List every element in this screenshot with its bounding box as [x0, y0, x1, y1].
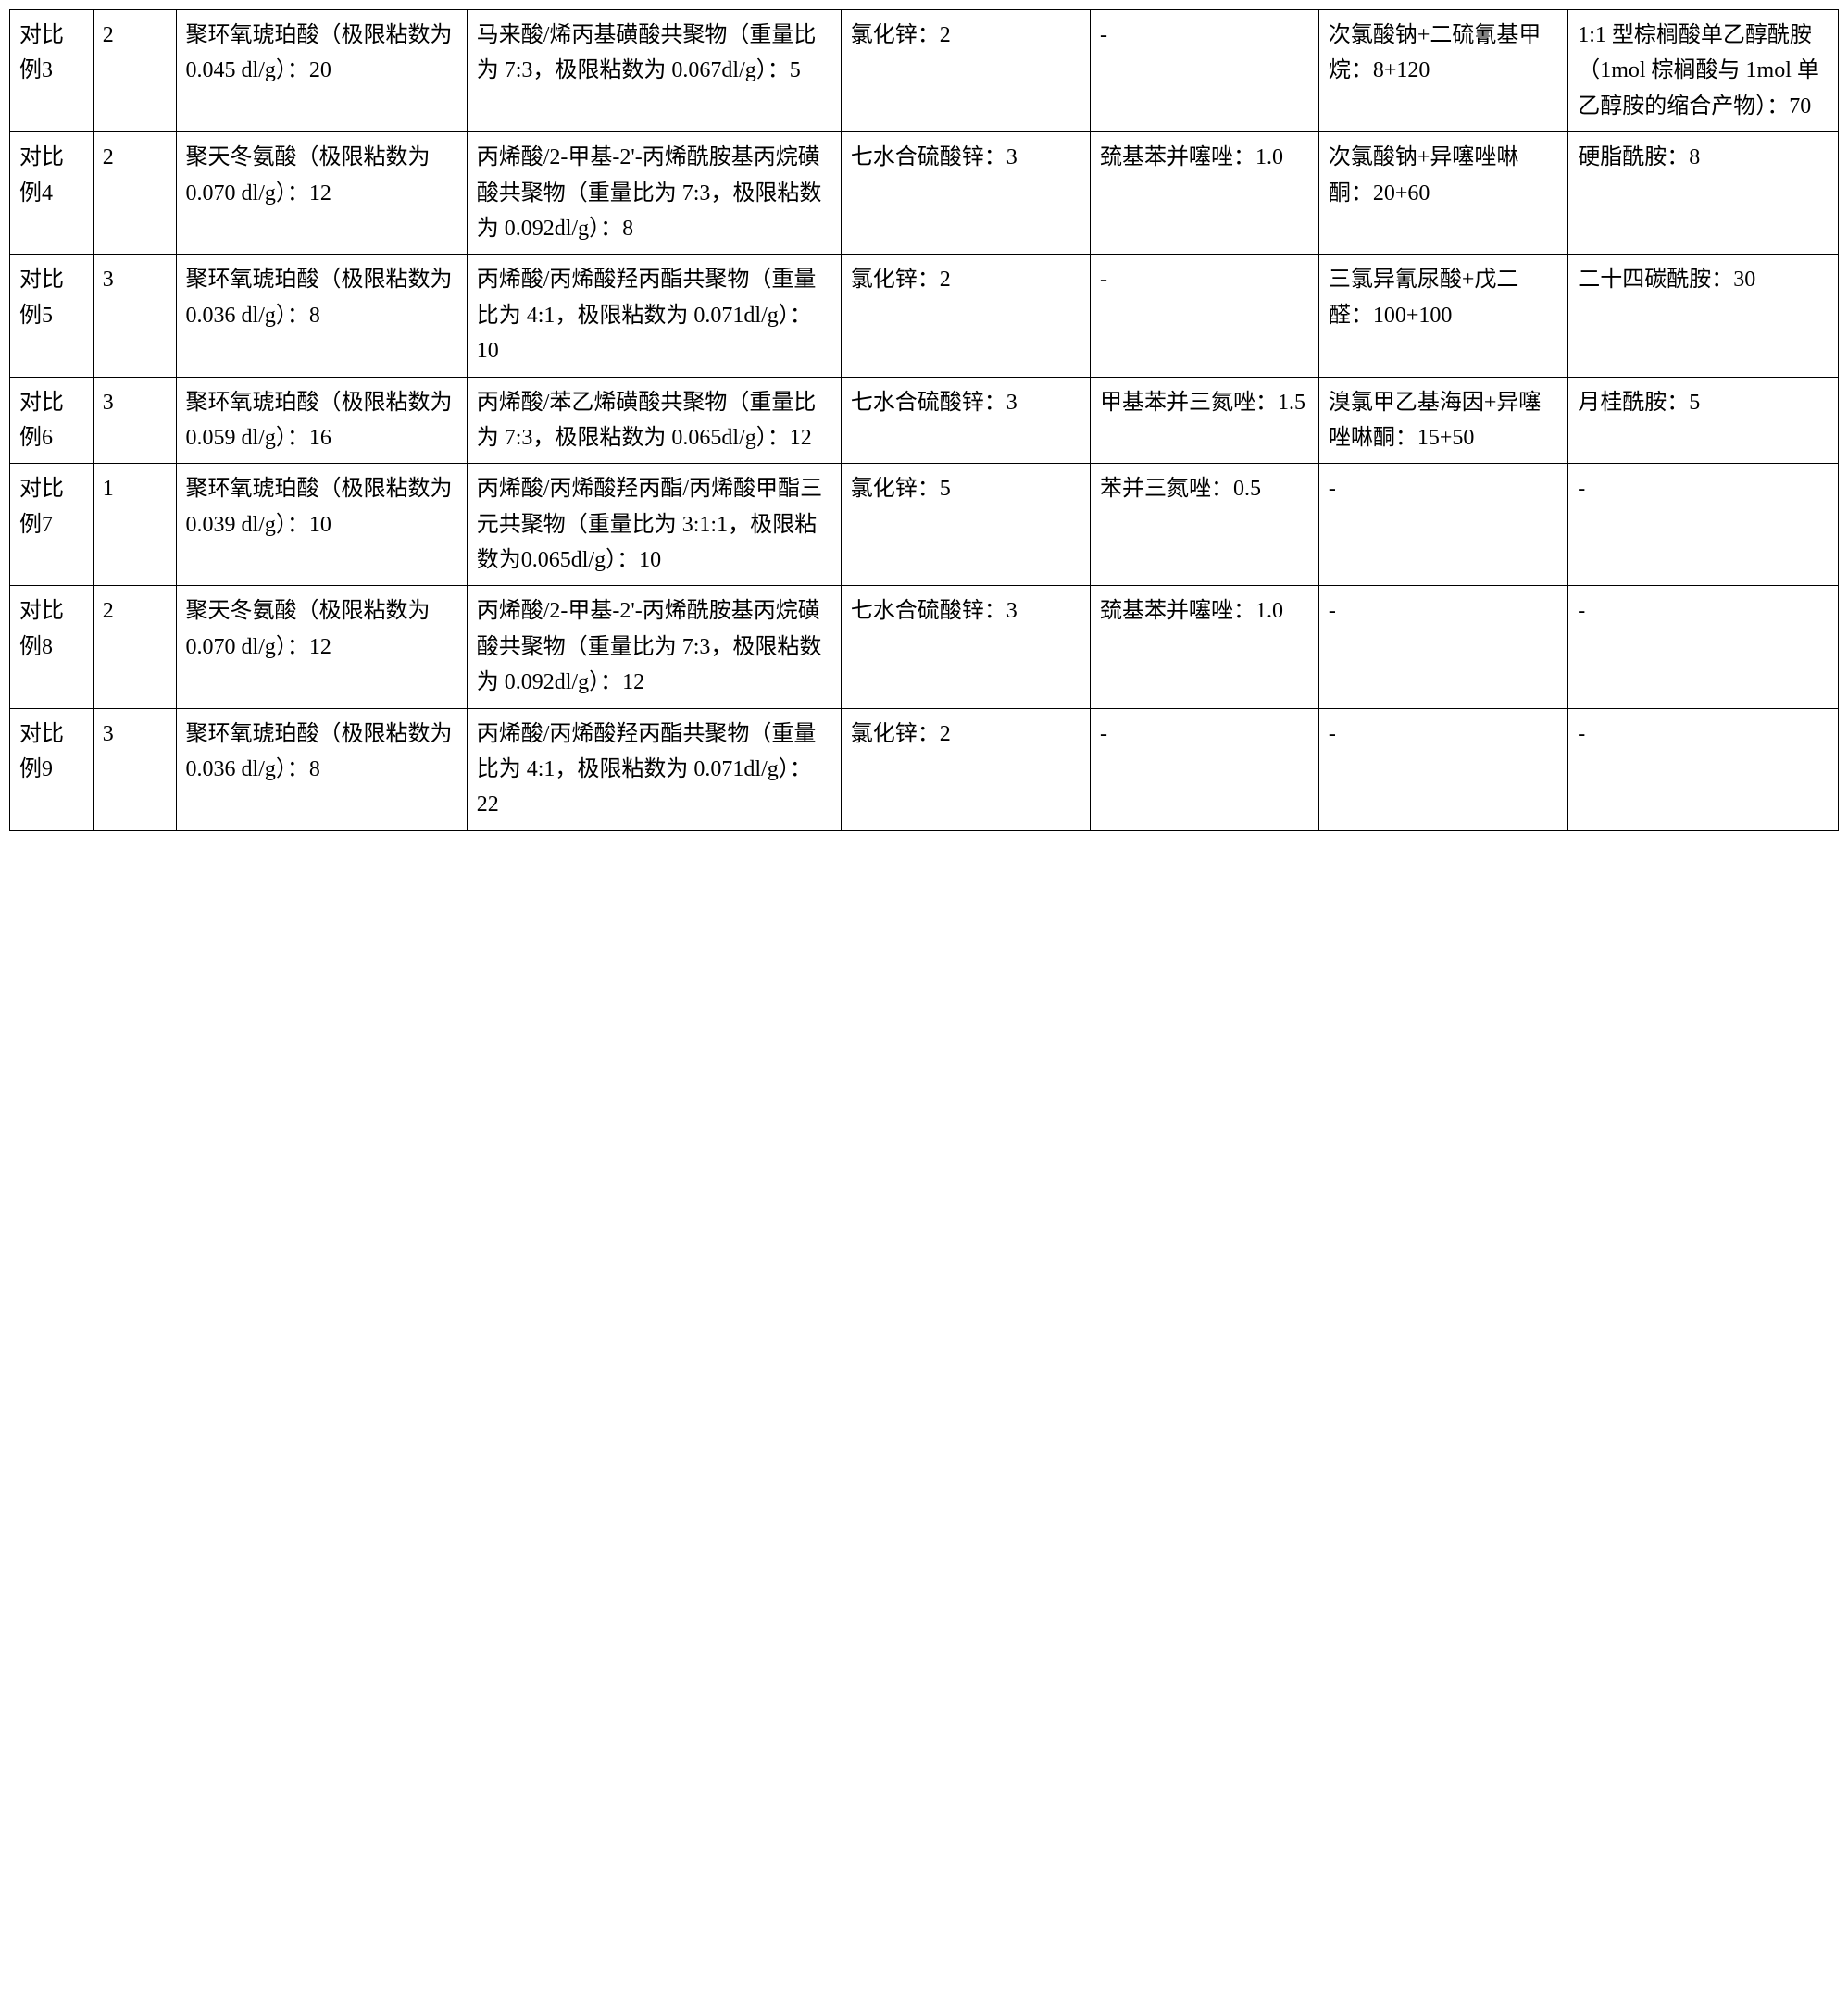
cell: 巯基苯并噻唑：1.0 — [1091, 132, 1319, 255]
table-row: 对比例3 2 聚环氧琥珀酸（极限粘数为0.045 dl/g）：20 马来酸/烯丙… — [10, 10, 1839, 132]
cell: 三氯异氰尿酸+戊二醛：100+100 — [1318, 255, 1567, 377]
cell: 丙烯酸/2-甲基-2'-丙烯酰胺基丙烷磺酸共聚物（重量比为 7:3，极限粘数为 … — [467, 586, 841, 708]
cell: 七水合硫酸锌：3 — [841, 132, 1090, 255]
cell: 二十四碳酰胺：30 — [1568, 255, 1839, 377]
cell: 聚环氧琥珀酸（极限粘数为0.045 dl/g）：20 — [176, 10, 467, 132]
cell: - — [1568, 586, 1839, 708]
table-body: 对比例3 2 聚环氧琥珀酸（极限粘数为0.045 dl/g）：20 马来酸/烯丙… — [10, 10, 1839, 831]
cell: 丙烯酸/丙烯酸羟丙酯/丙烯酸甲酯三元共聚物（重量比为 3:1:1，极限粘数为0.… — [467, 464, 841, 586]
cell: 1:1 型棕榈酸单乙醇酰胺（1mol 棕榈酸与 1mol 单乙醇胺的缩合产物）：… — [1568, 10, 1839, 132]
cell: - — [1568, 464, 1839, 586]
cell: - — [1091, 10, 1319, 132]
row-label: 对比例7 — [10, 464, 94, 586]
cell: 七水合硫酸锌：3 — [841, 377, 1090, 464]
cell: - — [1091, 255, 1319, 377]
cell: 2 — [93, 10, 176, 132]
table-row: 对比例6 3 聚环氧琥珀酸（极限粘数为0.059 dl/g）：16 丙烯酸/苯乙… — [10, 377, 1839, 464]
table-row: 对比例5 3 聚环氧琥珀酸（极限粘数为0.036 dl/g）：8 丙烯酸/丙烯酸… — [10, 255, 1839, 377]
cell: - — [1568, 708, 1839, 830]
cell: 氯化锌：2 — [841, 255, 1090, 377]
cell: - — [1091, 708, 1319, 830]
cell: - — [1318, 708, 1567, 830]
cell: 次氯酸钠+异噻唑啉酮：20+60 — [1318, 132, 1567, 255]
cell: 3 — [93, 255, 176, 377]
cell: 3 — [93, 377, 176, 464]
row-label: 对比例6 — [10, 377, 94, 464]
cell: 次氯酸钠+二硫氰基甲烷：8+120 — [1318, 10, 1567, 132]
table-row: 对比例4 2 聚天冬氨酸（极限粘数为0.070 dl/g）：12 丙烯酸/2-甲… — [10, 132, 1839, 255]
row-label: 对比例5 — [10, 255, 94, 377]
cell: 丙烯酸/2-甲基-2'-丙烯酰胺基丙烷磺酸共聚物（重量比为 7:3，极限粘数为 … — [467, 132, 841, 255]
row-label: 对比例4 — [10, 132, 94, 255]
cell: 巯基苯并噻唑：1.0 — [1091, 586, 1319, 708]
table-row: 对比例7 1 聚环氧琥珀酸（极限粘数为0.039 dl/g）：10 丙烯酸/丙烯… — [10, 464, 1839, 586]
cell: 氯化锌：5 — [841, 464, 1090, 586]
cell: 聚环氧琥珀酸（极限粘数为0.036 dl/g）：8 — [176, 708, 467, 830]
cell: 七水合硫酸锌：3 — [841, 586, 1090, 708]
cell: 月桂酰胺：5 — [1568, 377, 1839, 464]
cell: 丙烯酸/丙烯酸羟丙酯共聚物（重量比为 4:1，极限粘数为 0.071dl/g）：… — [467, 255, 841, 377]
cell: 马来酸/烯丙基磺酸共聚物（重量比为 7:3，极限粘数为 0.067dl/g）：5 — [467, 10, 841, 132]
cell: 甲基苯并三氮唑：1.5 — [1091, 377, 1319, 464]
row-label: 对比例9 — [10, 708, 94, 830]
cell: 丙烯酸/丙烯酸羟丙酯共聚物（重量比为 4:1，极限粘数为 0.071dl/g）：… — [467, 708, 841, 830]
cell: 氯化锌：2 — [841, 10, 1090, 132]
cell: 1 — [93, 464, 176, 586]
cell: 2 — [93, 132, 176, 255]
cell: 聚天冬氨酸（极限粘数为0.070 dl/g）：12 — [176, 132, 467, 255]
cell: 聚环氧琥珀酸（极限粘数为0.039 dl/g）：10 — [176, 464, 467, 586]
cell: 苯并三氮唑：0.5 — [1091, 464, 1319, 586]
cell: 聚环氧琥珀酸（极限粘数为0.059 dl/g）：16 — [176, 377, 467, 464]
row-label: 对比例3 — [10, 10, 94, 132]
cell: 聚天冬氨酸（极限粘数为0.070 dl/g）：12 — [176, 586, 467, 708]
cell: 氯化锌：2 — [841, 708, 1090, 830]
cell: 溴氯甲乙基海因+异噻唑啉酮：15+50 — [1318, 377, 1567, 464]
cell: - — [1318, 464, 1567, 586]
cell: 硬脂酰胺：8 — [1568, 132, 1839, 255]
cell: 丙烯酸/苯乙烯磺酸共聚物（重量比为 7:3，极限粘数为 0.065dl/g）：1… — [467, 377, 841, 464]
row-label: 对比例8 — [10, 586, 94, 708]
cell: 2 — [93, 586, 176, 708]
cell: - — [1318, 586, 1567, 708]
cell: 3 — [93, 708, 176, 830]
comparison-table: 对比例3 2 聚环氧琥珀酸（极限粘数为0.045 dl/g）：20 马来酸/烯丙… — [9, 9, 1839, 831]
table-row: 对比例8 2 聚天冬氨酸（极限粘数为0.070 dl/g）：12 丙烯酸/2-甲… — [10, 586, 1839, 708]
table-row: 对比例9 3 聚环氧琥珀酸（极限粘数为0.036 dl/g）：8 丙烯酸/丙烯酸… — [10, 708, 1839, 830]
cell: 聚环氧琥珀酸（极限粘数为0.036 dl/g）：8 — [176, 255, 467, 377]
